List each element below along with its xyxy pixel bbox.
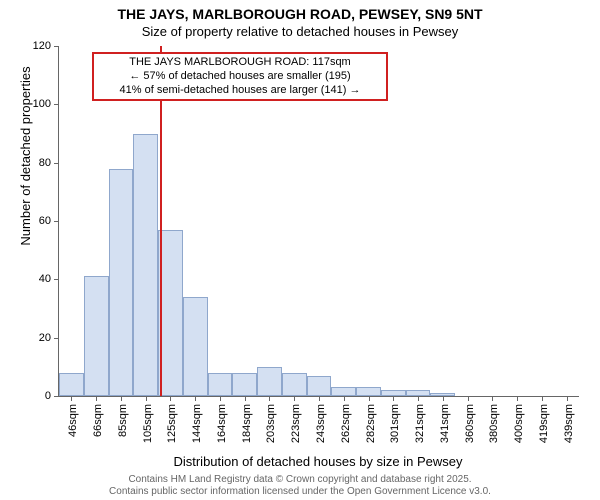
xtick-label: 223sqm [290, 404, 302, 443]
chart-container: THE JAYS, MARLBOROUGH ROAD, PEWSEY, SN9 … [0, 0, 600, 500]
xtick-label: 125sqm [166, 404, 178, 443]
xtick-mark [393, 396, 394, 401]
ytick-label: 80 [39, 157, 59, 169]
xtick-mark [146, 396, 147, 401]
histogram-bar [59, 373, 84, 396]
ytick-label: 0 [45, 390, 59, 402]
xtick-mark [269, 396, 270, 401]
xtick-mark [542, 396, 543, 401]
x-axis-label: Distribution of detached houses by size … [58, 454, 578, 469]
xtick-label: 321sqm [414, 404, 426, 443]
annotation-line: THE JAYS MARLBOROUGH ROAD: 117sqm [98, 56, 382, 70]
attribution-line: Contains HM Land Registry data © Crown c… [0, 474, 600, 486]
xtick-label: 400sqm [513, 404, 525, 443]
xtick-label: 243sqm [315, 404, 327, 443]
ytick-label: 40 [39, 273, 59, 285]
xtick-mark [220, 396, 221, 401]
xtick-mark [492, 396, 493, 401]
xtick-mark [170, 396, 171, 401]
xtick-label: 184sqm [241, 404, 253, 443]
xtick-label: 105sqm [142, 404, 154, 443]
xtick-mark [294, 396, 295, 401]
attribution-line: Contains public sector information licen… [0, 486, 600, 498]
histogram-bar [257, 367, 282, 396]
xtick-label: 203sqm [265, 404, 277, 443]
xtick-label: 164sqm [216, 404, 228, 443]
xtick-label: 301sqm [389, 404, 401, 443]
xtick-mark [369, 396, 370, 401]
chart-title: THE JAYS, MARLBOROUGH ROAD, PEWSEY, SN9 … [0, 6, 600, 22]
xtick-mark [121, 396, 122, 401]
xtick-label: 66sqm [92, 404, 104, 437]
annotation-box: THE JAYS MARLBOROUGH ROAD: 117sqm← 57% o… [92, 52, 388, 101]
histogram-bar [282, 373, 307, 396]
ytick-label: 60 [39, 215, 59, 227]
chart-subtitle: Size of property relative to detached ho… [0, 24, 600, 39]
ytick-label: 20 [39, 332, 59, 344]
xtick-label: 262sqm [340, 404, 352, 443]
y-axis-label: Number of detached properties [18, 0, 33, 331]
histogram-bar [84, 276, 109, 396]
xtick-label: 439sqm [563, 404, 575, 443]
histogram-bar [109, 169, 134, 397]
xtick-mark [344, 396, 345, 401]
xtick-mark [71, 396, 72, 401]
annotation-line: 41% of semi-detached houses are larger (… [98, 84, 382, 98]
xtick-label: 419sqm [538, 404, 550, 443]
xtick-mark [195, 396, 196, 401]
xtick-mark [443, 396, 444, 401]
histogram-bar [331, 387, 356, 396]
xtick-label: 282sqm [365, 404, 377, 443]
xtick-mark [567, 396, 568, 401]
ytick-label: 120 [33, 40, 59, 52]
histogram-bar [158, 230, 183, 396]
xtick-mark [418, 396, 419, 401]
xtick-mark [96, 396, 97, 401]
xtick-mark [517, 396, 518, 401]
xtick-mark [319, 396, 320, 401]
xtick-mark [468, 396, 469, 401]
xtick-label: 144sqm [191, 404, 203, 443]
histogram-bar [133, 134, 158, 397]
annotation-line: ← 57% of detached houses are smaller (19… [98, 70, 382, 84]
xtick-label: 85sqm [117, 404, 129, 437]
histogram-bar [307, 376, 332, 396]
xtick-label: 46sqm [67, 404, 79, 437]
histogram-bar [208, 373, 233, 396]
histogram-bar [183, 297, 208, 396]
xtick-label: 360sqm [464, 404, 476, 443]
xtick-label: 380sqm [488, 404, 500, 443]
histogram-bar [232, 373, 257, 396]
xtick-label: 341sqm [439, 404, 451, 443]
histogram-bar [356, 387, 381, 396]
attribution-text: Contains HM Land Registry data © Crown c… [0, 474, 600, 498]
ytick-label: 100 [33, 98, 59, 110]
xtick-mark [245, 396, 246, 401]
